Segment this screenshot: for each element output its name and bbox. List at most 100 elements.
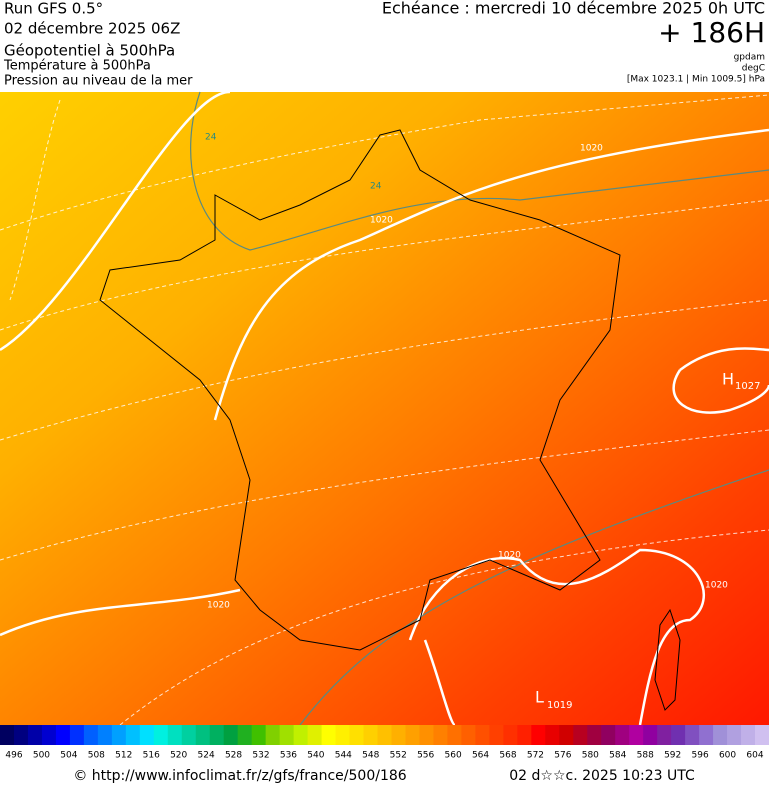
field: Pression au niveau de la mer: [4, 74, 193, 89]
color-swatch: [755, 725, 769, 745]
colorbar-label: 584: [609, 751, 626, 761]
colorbar-label: 556: [417, 751, 434, 761]
color-swatch: [727, 725, 742, 745]
colorbar-label: 580: [582, 751, 599, 761]
color-swatch: [559, 725, 574, 745]
color-swatch: [13, 725, 29, 745]
color-swatch: [545, 725, 560, 745]
color-swatch: [377, 725, 392, 745]
color-swatch: [27, 725, 43, 745]
colorbar-label: 496: [5, 751, 22, 761]
colorbar-label: 600: [719, 751, 736, 761]
color-swatch: [293, 725, 309, 745]
colorbar-label: 564: [472, 751, 489, 761]
color-swatch: [321, 725, 337, 745]
color-swatch: [0, 725, 15, 745]
colorbar-label: 516: [143, 751, 160, 761]
colorbar-label: 604: [746, 751, 763, 761]
color-swatch: [503, 725, 518, 745]
colorbar-label: 520: [170, 751, 187, 761]
temperature-contours: [0, 94, 769, 726]
high-value: 1027: [735, 381, 760, 392]
colorbar-label: 536: [280, 751, 297, 761]
color-swatch: [475, 725, 490, 745]
colorbar-label: 596: [692, 751, 709, 761]
color-swatch: [629, 725, 644, 745]
colorbar-label: 524: [198, 751, 215, 761]
color-swatch: [167, 725, 183, 745]
colorbar-label: 540: [307, 751, 324, 761]
corsica: [654, 608, 681, 711]
color-swatch: [97, 725, 113, 745]
color-swatch: [195, 725, 211, 745]
colorbar-label: 512: [115, 751, 132, 761]
low-value: 1019: [547, 700, 572, 711]
color-swatch: [531, 725, 546, 745]
color-swatch: [55, 725, 71, 745]
colorbar-label: 576: [554, 751, 571, 761]
isobar-label: 1020: [580, 144, 603, 154]
colorbar: 496 500 504 508 512 516 520 524 528 532 536 540 544 5…: [0, 725, 769, 761]
color-swatch: [433, 725, 448, 745]
color-swatch: [615, 725, 630, 745]
map-field: [0, 92, 769, 725]
isobars: [0, 90, 769, 727]
color-swatch: [335, 725, 351, 745]
color-swatch: [363, 725, 379, 745]
color-swatch: [69, 725, 85, 745]
unit: degC: [742, 64, 765, 74]
lead-time: + 186H: [658, 16, 765, 49]
colorbar-label: 552: [390, 751, 407, 761]
range: [Max 1023.1 | Min 1009.5] hPa: [627, 75, 765, 85]
contour-label: 24: [370, 182, 382, 192]
timestamp: 02 d☆☆c. 2025 10:23 UTC: [509, 768, 695, 784]
color-swatch: [713, 725, 728, 745]
color-swatch: [223, 725, 239, 745]
color-swatch: [237, 725, 253, 745]
colorbar-label: 504: [60, 751, 77, 761]
colorbar-label: 572: [527, 751, 544, 761]
color-swatch: [587, 725, 602, 745]
color-swatch: [139, 725, 155, 745]
color-swatch: [251, 725, 267, 745]
color-swatch: [419, 725, 434, 745]
unit: gpdam: [734, 53, 765, 63]
color-swatch: [111, 725, 127, 745]
color-swatch: [573, 725, 588, 745]
low-marker: L: [535, 688, 544, 707]
colorbar-label: 544: [335, 751, 352, 761]
colorbar-label: 560: [445, 751, 462, 761]
color-swatch: [601, 725, 616, 745]
color-swatch: [517, 725, 532, 745]
color-swatch: [349, 725, 365, 745]
isobar-label: 1020: [705, 581, 728, 591]
color-swatch: [41, 725, 57, 745]
color-swatch: [125, 725, 141, 745]
colorbar-label: 568: [499, 751, 516, 761]
color-swatch: [153, 725, 169, 745]
color-swatch: [685, 725, 700, 745]
color-swatch: [671, 725, 686, 745]
color-swatch: [489, 725, 504, 745]
color-swatch: [461, 725, 476, 745]
source-url: © http://www.infoclimat.fr/z/gfs/france/…: [73, 768, 406, 784]
colorbar-label: 588: [637, 751, 654, 761]
color-swatch: [83, 725, 99, 745]
color-swatch: [699, 725, 714, 745]
field: Température à 500hPa: [3, 59, 151, 74]
echeance: Echéance : mercredi 10 décembre 2025 0h …: [382, 0, 765, 18]
high-marker: H: [722, 370, 734, 389]
isobar-label: 1020: [498, 551, 521, 561]
colorbar-label: 548: [362, 751, 379, 761]
contour-label: 24: [205, 133, 217, 143]
isobar-label: 1020: [370, 216, 393, 226]
color-swatch: [447, 725, 462, 745]
map: 1020 1020 1020 1020 1020 24 24 H 1027 L …: [0, 90, 769, 727]
color-swatch: [391, 725, 406, 745]
colorbar-label: 592: [664, 751, 681, 761]
color-swatch: [265, 725, 281, 745]
colorbar-label: 500: [33, 751, 50, 761]
color-swatch: [657, 725, 672, 745]
run-date: 02 décembre 2025 06Z: [4, 20, 180, 38]
